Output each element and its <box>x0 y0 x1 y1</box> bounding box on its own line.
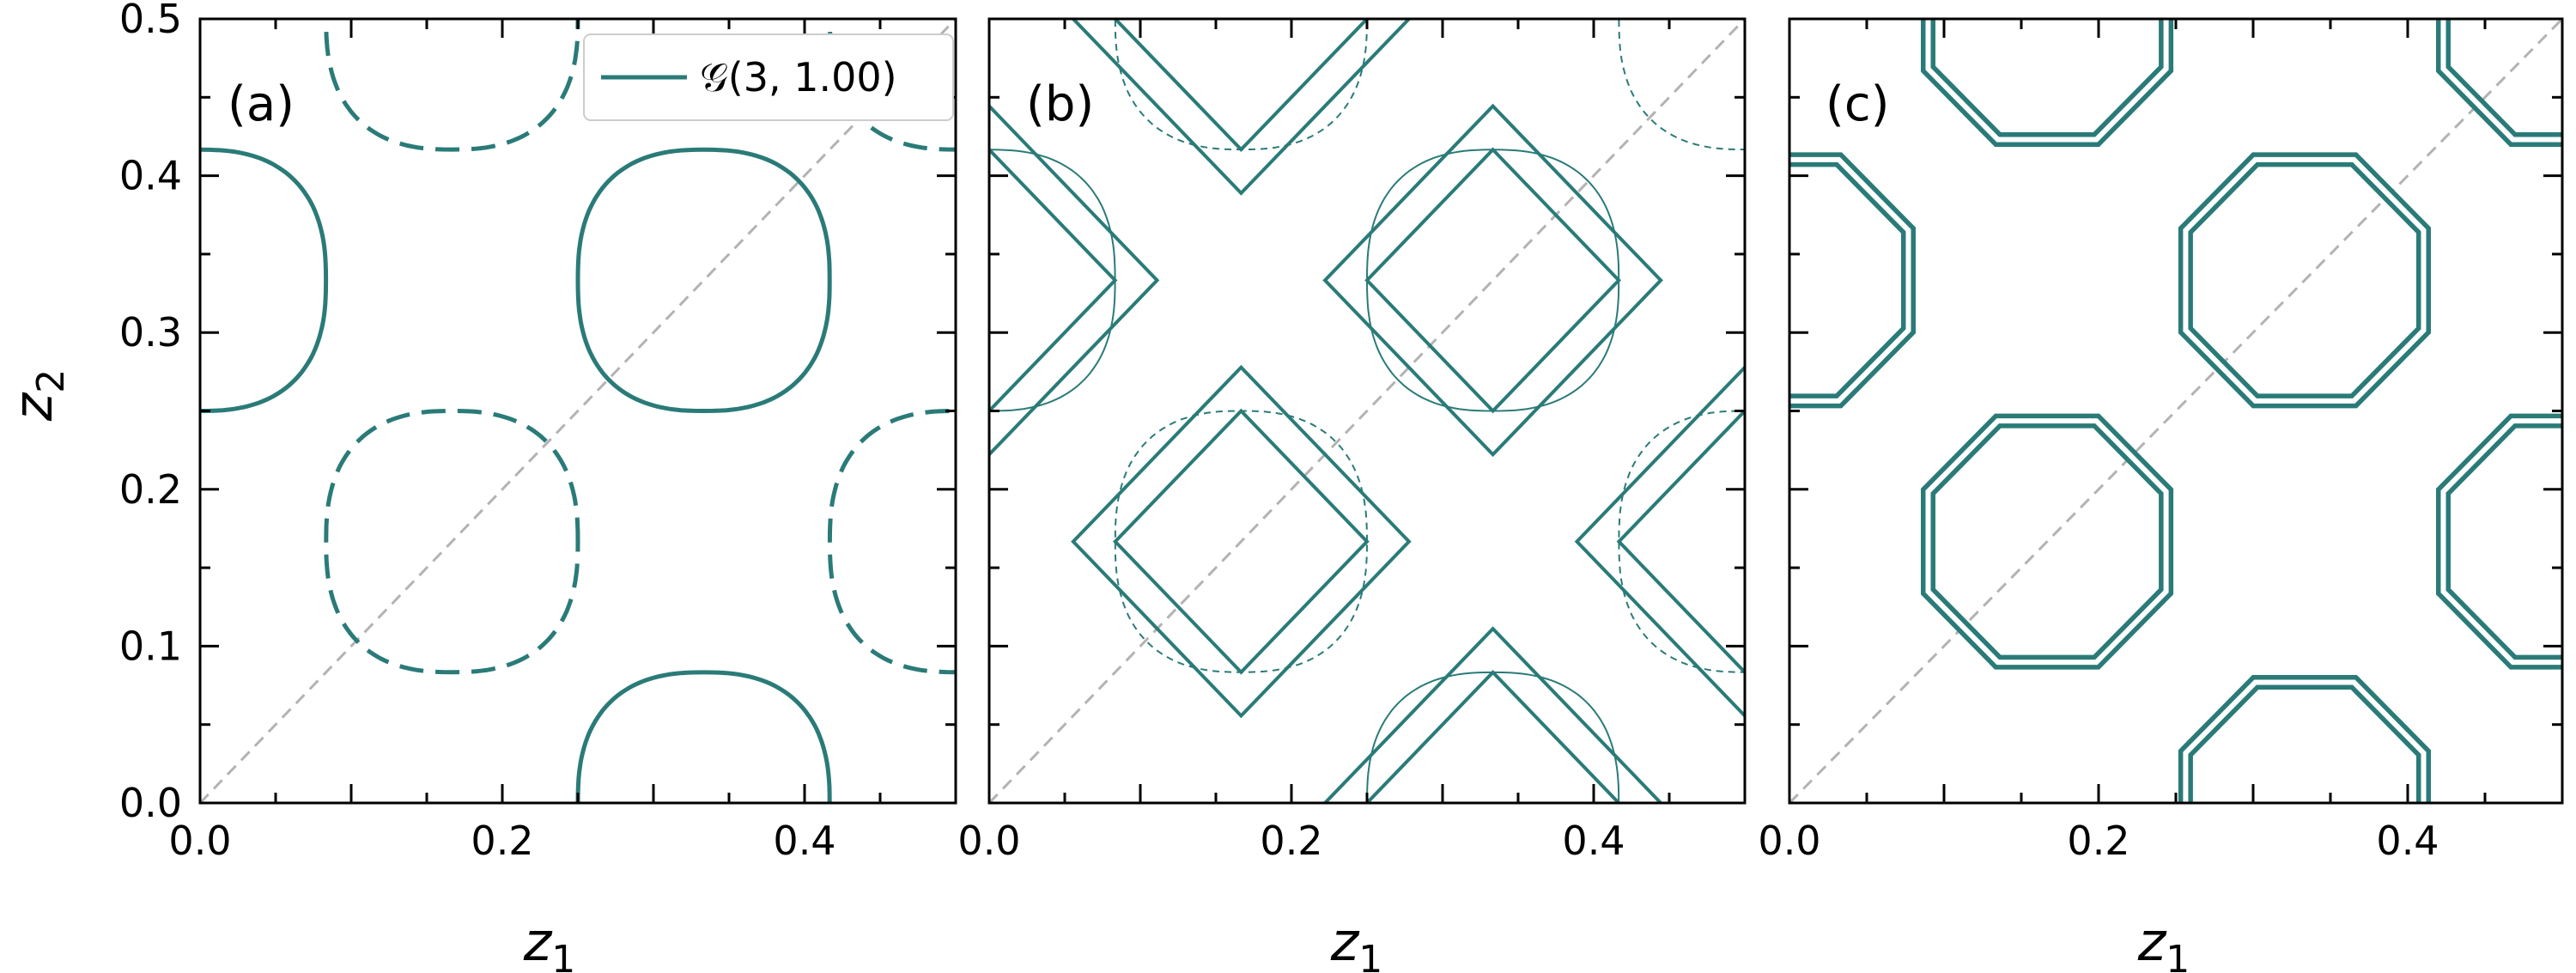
x-axis-label: z1 <box>2137 910 2190 973</box>
x-axis-labels: z1 z1 z1 <box>523 910 2190 973</box>
x-tick-label: 0.4 <box>2376 818 2439 864</box>
x-tick-label: 0.0 <box>168 818 231 864</box>
diamond-contour <box>1616 408 1745 675</box>
octagon-contour <box>2436 413 2562 670</box>
panel-b: 0.0 0.2 0.4 (b) <box>957 17 1747 864</box>
octagon-contour <box>1921 19 2174 147</box>
contour-curve <box>1365 671 1620 803</box>
x-axis-label: z1 <box>1330 910 1383 973</box>
diamond-contour <box>1113 19 1370 152</box>
contour-curve <box>989 149 1116 412</box>
legend: 𝒢(3, 1.00) <box>583 33 954 121</box>
contour-curve <box>200 147 329 414</box>
x-tick-label: 0.0 <box>1758 818 1820 864</box>
y-tick-label: 0.2 <box>119 466 182 513</box>
x-tick-label: 0.4 <box>773 818 835 864</box>
octagon-contour-gap <box>2183 679 2427 803</box>
ticks: 0.0 0.2 0.4 <box>957 17 1747 864</box>
diamond-contour <box>989 103 1160 458</box>
octagon-contour-gap <box>2440 418 2562 666</box>
plot-area <box>989 19 1745 803</box>
x-axis-label: z1 <box>523 910 576 973</box>
legend-label: 𝒢(3, 1.00) <box>700 54 897 100</box>
contour-curve <box>324 19 580 152</box>
y-tick-label: 0.4 <box>119 153 182 199</box>
octagon-contour-gap <box>1789 156 1911 404</box>
contour-curve <box>575 670 832 803</box>
diagonal-line <box>989 19 1745 803</box>
x-tick-label: 0.2 <box>2067 818 2129 864</box>
contour-curve <box>1114 410 1369 673</box>
contour-curve <box>575 147 832 414</box>
contour-curve <box>1114 19 1369 151</box>
octagon-contour-gap <box>2183 156 2427 404</box>
y-axis-label-group: z2 <box>2 369 73 423</box>
ticks: 0.0 0.2 0.4 0.0 0.1 0.2 0.3 0.4 0.5 <box>119 0 957 864</box>
contour-curve <box>324 408 580 675</box>
panel-label: (b) <box>1026 76 1094 132</box>
x-tick-label: 0.4 <box>1562 818 1625 864</box>
diamond-contour <box>1113 408 1370 675</box>
axes-frame <box>1788 17 2564 805</box>
diamond-contour <box>1071 364 1412 719</box>
x-tick-label: 0.0 <box>957 818 1020 864</box>
y-tick-label: 0.5 <box>119 0 182 42</box>
octagon-contour-gap <box>1925 418 2169 666</box>
panel-label: (c) <box>1826 76 1889 132</box>
x-tick-label: 0.2 <box>1260 818 1322 864</box>
octagon-contour-gap <box>2440 19 2562 143</box>
diamond-contour <box>1071 19 1412 196</box>
diagonal-line <box>200 19 956 803</box>
diamond-contour <box>1364 670 1621 803</box>
legend-frame <box>583 33 954 121</box>
panel-c: 0.0 0.2 0.4 (c) <box>1758 17 2564 864</box>
diamond-contour <box>989 147 1118 414</box>
axes-frame <box>198 17 957 805</box>
panel-label: (a) <box>228 76 295 132</box>
diamond-contour <box>1574 364 1745 719</box>
octagon-contour <box>2436 19 2562 147</box>
y-tick-label: 0.3 <box>119 309 182 356</box>
contour-curve <box>827 408 956 675</box>
axes-frame <box>987 17 1747 805</box>
x-tick-label: 0.2 <box>471 818 533 864</box>
y-tick-label: 0.0 <box>119 780 182 826</box>
y-axis-label: z2 <box>2 369 73 423</box>
plot-area <box>200 19 956 803</box>
octagon-contour-gap <box>1925 19 2169 143</box>
y-tick-label: 0.1 <box>119 623 182 669</box>
diagonal-line <box>1789 19 2562 803</box>
contour-curve <box>1365 149 1620 412</box>
diamond-contour <box>1322 626 1663 803</box>
plot-area <box>1789 19 2562 803</box>
panel-a: 0.0 0.2 0.4 0.0 0.1 0.2 0.3 0.4 0.5 (a) 𝒢(3, 1.0… <box>119 0 957 864</box>
diamond-contour <box>1322 103 1663 458</box>
ticks: 0.0 0.2 0.4 <box>1758 17 2564 864</box>
